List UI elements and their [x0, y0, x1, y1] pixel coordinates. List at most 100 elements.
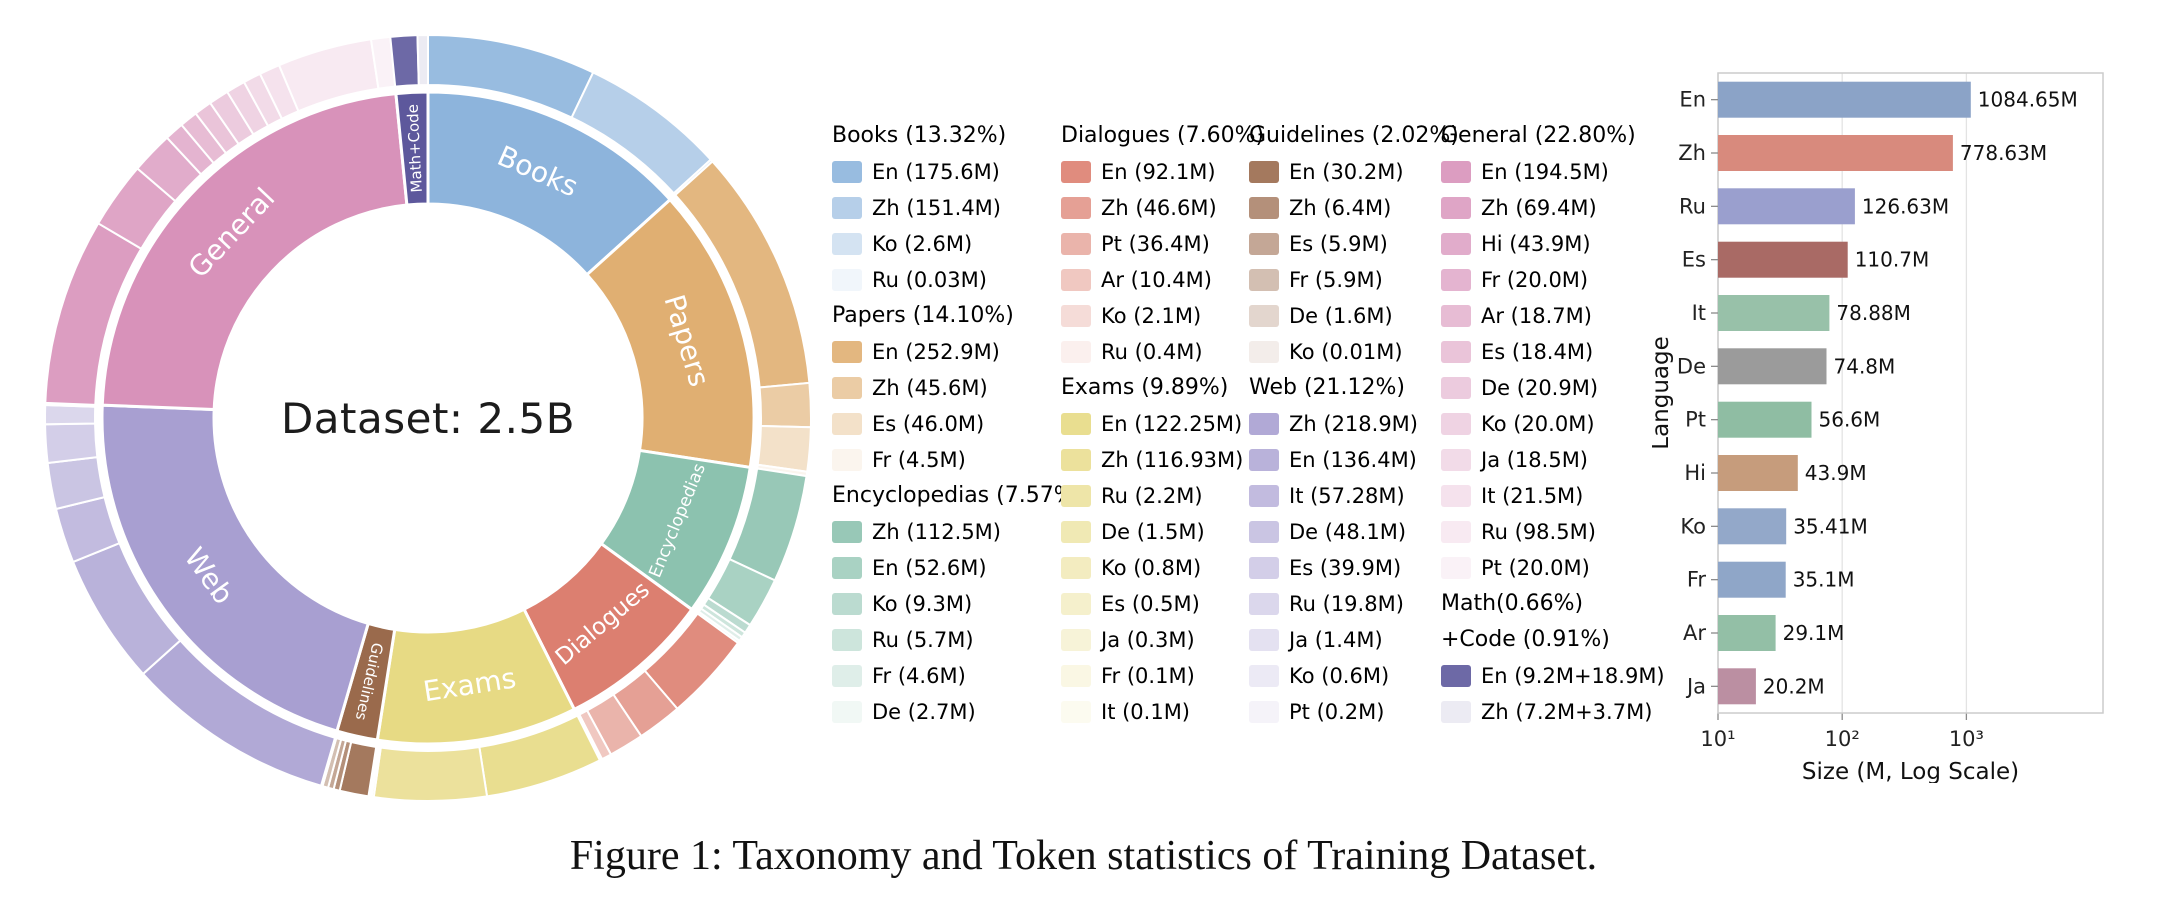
bar-it — [1718, 295, 1830, 331]
legend-item-label: Ko (2.1M) — [1101, 304, 1202, 328]
legend-item-web-zh: Zh (218.9M) — [1249, 406, 1459, 442]
legend-swatch — [1249, 449, 1279, 471]
bar-ru — [1718, 188, 1855, 225]
legend-swatch — [1061, 269, 1091, 291]
donut-inner-general — [100, 91, 409, 412]
legend-item-label: En (175.6M) — [872, 160, 1000, 184]
legend-swatch — [1441, 701, 1471, 723]
donut-center-label: Dataset: 2.5B — [280, 394, 576, 443]
legend-swatch — [1249, 341, 1279, 363]
legend-swatch — [1249, 161, 1279, 183]
legend-item-label: De (1.6M) — [1289, 304, 1393, 328]
legend-swatch — [1249, 557, 1279, 579]
y-tick-label-pt: Pt — [1685, 408, 1706, 432]
legend-item-encyclopedias-de: De (2.7M) — [832, 694, 1083, 730]
donut-inner-web — [100, 403, 371, 733]
legend-item-books-zh: Zh (151.4M) — [832, 190, 1083, 226]
legend-item-guidelines-ko: Ko (0.01M) — [1249, 334, 1459, 370]
legend-item-label: Ru (5.7M) — [872, 628, 974, 652]
legend-item-label: Zh (45.6M) — [872, 376, 988, 400]
legend-item-label: Ru (0.4M) — [1101, 340, 1203, 364]
bar-value-label-ja: 20.2M — [1763, 674, 1825, 698]
x-axis-label: Size (M, Log Scale) — [1802, 759, 2019, 783]
bar-value-label-ar: 29.1M — [1783, 621, 1845, 645]
legend-item-label: De (48.1M) — [1289, 520, 1407, 544]
bar-value-label-hi: 43.9M — [1805, 461, 1867, 485]
legend-swatch — [1061, 341, 1091, 363]
legend-item-label: Ar (10.4M) — [1101, 268, 1212, 292]
legend-header-web: Web (21.12%) — [1249, 375, 1406, 400]
legend-item-label: Ru (19.8M) — [1289, 592, 1404, 616]
legend-item-exams-zh: Zh (116.93M) — [1061, 442, 1264, 478]
legend-item-label: En (9.2M+18.9M) — [1481, 664, 1665, 688]
legend-swatch — [1249, 269, 1279, 291]
legend-swatch — [1061, 233, 1091, 255]
legend-item-books-ko: Ko (2.6M) — [832, 226, 1083, 262]
legend-swatch — [1441, 449, 1471, 471]
bar-value-label-en: 1084.65M — [1978, 88, 2078, 112]
bar-value-label-ko: 35.41M — [1793, 514, 1868, 538]
legend-item-general-fr: Fr (20.0M) — [1441, 262, 1665, 298]
y-tick-label-es: Es — [1682, 248, 1706, 272]
legend-item-label: Zh (69.4M) — [1481, 196, 1597, 220]
legend-swatch — [1441, 161, 1471, 183]
legend-item-label: Es (39.9M) — [1289, 556, 1402, 580]
legend-item-label: De (20.9M) — [1481, 376, 1599, 400]
y-tick-label-ko: Ko — [1680, 514, 1706, 538]
bar-plot-border — [1717, 72, 2104, 714]
bar-value-label-pt: 56.6M — [1819, 408, 1881, 432]
legend-item-web-ko: Ko (0.6M) — [1249, 658, 1459, 694]
y-tick-label-ar: Ar — [1683, 621, 1706, 645]
legend-item-exams-es: Es (0.5M) — [1061, 586, 1264, 622]
legend-item-general-hi: Hi (43.9M) — [1441, 226, 1665, 262]
legend-item-label: It (0.1M) — [1101, 700, 1191, 724]
bar-es — [1718, 241, 1848, 278]
legend-swatch — [1061, 521, 1091, 543]
legend-item-dialogues-ru: Ru (0.4M) — [1061, 334, 1264, 370]
legend-item-dialogues-ko: Ko (2.1M) — [1061, 298, 1264, 334]
legend-swatch — [1061, 485, 1091, 507]
legend-header-general: General (22.80%) — [1441, 123, 1636, 148]
legend-swatch — [832, 557, 862, 579]
legend-item-label: Zh (7.2M+3.7M) — [1481, 700, 1653, 724]
legend-swatch — [1061, 557, 1091, 579]
legend-item-general-en: En (194.5M) — [1441, 154, 1665, 190]
legend-swatch — [1061, 161, 1091, 183]
legend-item-label: Ja (0.3M) — [1101, 628, 1195, 652]
legend-item-label: Es (18.4M) — [1481, 340, 1594, 364]
bar-value-label-fr: 35.1M — [1793, 568, 1855, 592]
legend-swatch — [1061, 305, 1091, 327]
legend-column-4: General (22.80%) En (194.5M) Zh (69.4M) Hi … — [1441, 118, 1665, 730]
legend-item-general-zh: Zh (69.4M) — [1441, 190, 1665, 226]
legend-swatch — [832, 233, 862, 255]
legend-swatch — [1061, 593, 1091, 615]
legend-item-label: Zh (151.4M) — [872, 196, 1001, 220]
legend-item-label: Zh (116.93M) — [1101, 448, 1244, 472]
legend-swatch — [1441, 485, 1471, 507]
legend-header-books: Books (13.32%) — [832, 123, 1007, 148]
legend-swatch — [832, 629, 862, 651]
legend-item-label: En (122.25M) — [1101, 412, 1243, 436]
donut-label-math-code: Math+Code — [404, 104, 426, 193]
legend-swatch — [1061, 197, 1091, 219]
y-tick-label-en: En — [1679, 88, 1706, 112]
sunburst-chart: Books Papers Encyclopedias Dialogues Exams Gu… — [8, 0, 848, 840]
legend-item-label: De (1.5M) — [1101, 520, 1205, 544]
legend-swatch — [1249, 629, 1279, 651]
legend-item-label: It (57.28M) — [1289, 484, 1405, 508]
legend-item-label: Pt (20.0M) — [1481, 556, 1590, 580]
legend-item-label: Ru (2.2M) — [1101, 484, 1203, 508]
legend-swatch — [832, 701, 862, 723]
legend-item-label: Pt (36.4M) — [1101, 232, 1210, 256]
legend-swatch — [832, 161, 862, 183]
legend-header-exams: Exams (9.89%) — [1061, 375, 1229, 400]
legend-header-math-code: Math(0.66%) +Code (0.91%) — [1441, 591, 1610, 652]
donut-outer-papers-zh — [758, 381, 812, 429]
legend-item-label: Ru (98.5M) — [1481, 520, 1596, 544]
legend-item-exams-de: De (1.5M) — [1061, 514, 1264, 550]
legend-swatch — [1061, 413, 1091, 435]
legend-item-label: En (52.6M) — [872, 556, 987, 580]
legend-item-guidelines-zh: Zh (6.4M) — [1249, 190, 1459, 226]
legend-header-papers: Papers (14.10%) — [832, 303, 1014, 328]
x-tick-label: 10³ — [1949, 727, 1984, 751]
